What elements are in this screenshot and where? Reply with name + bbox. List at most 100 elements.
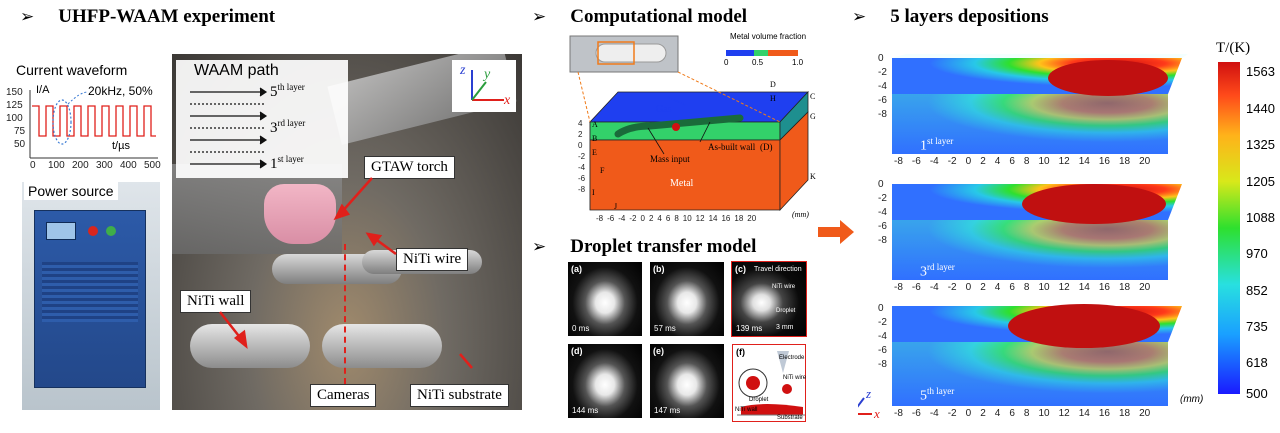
deposition-yticks-1: 0 -2 -4 -6 -8: [878, 53, 887, 120]
heading-droplet-transfer: ➢ Droplet transfer model: [532, 236, 757, 257]
depositions-plot: [892, 54, 1188, 406]
waveform-title: Current waveform: [16, 62, 128, 78]
deposition-axes-triad-icon: y z x: [858, 386, 880, 420]
svg-text:z: z: [459, 63, 466, 78]
depositions-panel: 1st layer 3rd layer 5th layer 0 -2 -4 -6 -8 …: [858, 44, 1208, 428]
waveform-xlabel: t/µs: [112, 140, 130, 152]
corner-label: H: [770, 94, 776, 103]
waveform-plot: 150 125 100 75 50 0 100 200 300 400 500: [6, 87, 161, 171]
heading-uhfp-waam: ➢ UHFP-WAAM experiment: [20, 6, 276, 27]
waam-path-title: WAAM path: [194, 62, 279, 79]
cameras-label: Cameras: [310, 384, 377, 407]
power-source-photo: Power source: [22, 182, 160, 410]
colorbar-tick: 1440: [1246, 101, 1275, 116]
corner-label: E: [592, 148, 597, 157]
deposition-layer-5-label: 5th layer: [920, 386, 955, 404]
computational-legend-tick: 0: [724, 58, 729, 67]
photo-callout-arrows: [219, 177, 473, 369]
deposition-layer-1-label: 1st layer: [920, 136, 954, 154]
waveform-ytick: 50: [14, 139, 26, 150]
deposition-layer-3-label: 3rd layer: [920, 262, 955, 280]
waveform-trace: [32, 105, 156, 137]
power-source-display: [46, 222, 76, 240]
power-source-label: Power source: [24, 182, 118, 200]
colorbar-tick: 1205: [1246, 174, 1275, 189]
corner-label: B: [592, 134, 598, 143]
colorbar-tick: 1088: [1246, 210, 1275, 225]
deposition-yticks-3: 0 -2 -4 -6 -8: [878, 179, 887, 246]
axes-triad-icon: z y x: [452, 60, 516, 112]
waam-path-box: WAAM path 5th layer 3rd layer 1st layer: [176, 60, 348, 178]
experiment-photo: WAAM path 5th layer 3rd layer 1st layer …: [172, 54, 522, 410]
computational-legend-title: Metal volume fraction: [730, 32, 807, 41]
colorbar-tick: 618: [1246, 355, 1268, 370]
deposition-xticks-3: -8 -6 -4 -2 0 2 4 6 8 10 12 14 16 18 20: [894, 282, 1151, 293]
waveform-xtick: 500: [144, 160, 161, 171]
corner-label: A: [592, 120, 598, 129]
colorbar-tick: 852: [1246, 283, 1268, 298]
waam-layer-5: 5th layer: [270, 82, 305, 100]
computational-mass-input-label: Mass input: [650, 154, 690, 164]
waveform-annotation: 20kHz, 50%: [88, 84, 153, 98]
droplet-frame-b: (b) 57 ms: [650, 262, 724, 336]
colorbar-tick: 970: [1246, 246, 1268, 261]
computational-model-panel: Metal volume fraction 0 0.5 1.0 Gas Mass…: [540, 30, 822, 230]
flow-arrow-icon: [818, 220, 854, 244]
waveform-xtick: 400: [120, 160, 137, 171]
corner-label: C: [810, 92, 816, 101]
gtaw-nozzle: [264, 184, 336, 244]
colorbar-tick: 500: [1246, 386, 1268, 401]
niti-wall-label: NiTi wall: [180, 290, 252, 313]
deposition-unit: (mm): [1180, 394, 1204, 405]
waveform-ylabel: I/A: [36, 84, 50, 96]
droplet-frame-a: (a) 0 ms: [568, 262, 642, 336]
computational-d-label: (D): [760, 142, 773, 152]
svg-text:z: z: [865, 386, 871, 401]
heading-5-layers: ➢ 5 layers depositions: [852, 6, 1049, 27]
heading-computational-model: ➢ Computational model: [532, 6, 748, 27]
computational-yticks: 4 2 0 -2 -4 -6 -8: [578, 119, 586, 194]
waam-layer-1: 1st layer: [270, 154, 304, 172]
niti-wall-deposit: [190, 324, 310, 368]
current-waveform-panel: Current waveform I/A 20kHz, 50% t/µs 150…: [4, 62, 164, 182]
colorbar-tick: 1325: [1246, 137, 1275, 152]
corner-label: F: [600, 166, 605, 175]
power-source-vent: [42, 262, 138, 322]
computational-xticks: -8 -6 -4 -2 0 2 4 6 8 10 12 14 16 18 20: [596, 214, 757, 223]
temperature-colorbar: [1218, 62, 1240, 394]
niti-wall-deposit: [322, 324, 442, 368]
svg-text:y: y: [482, 67, 491, 82]
corner-label: G: [810, 112, 816, 121]
heading-uhfp-waam-title: UHFP-WAAM experiment: [58, 6, 276, 27]
power-source-knob: [88, 226, 98, 236]
computational-gas-label: Gas: [656, 104, 672, 115]
waveform-ytick: 100: [6, 113, 23, 124]
power-source-knob: [106, 226, 116, 236]
corner-label: D: [770, 80, 776, 89]
niti-wire-label: NiTi wire: [396, 248, 469, 271]
svg-text:x: x: [503, 93, 511, 108]
waveform-xtick: 100: [48, 160, 65, 171]
deposition-yticks-5: 0 -2 -4 -6 -8: [878, 303, 887, 370]
computational-unit: (mm): [792, 210, 809, 219]
deposition-xticks-1: -8 -6 -4 -2 0 2 4 6 8 10 12 14 16 18 20: [894, 156, 1151, 167]
heading-5-layers-title: 5 layers depositions: [890, 6, 1049, 27]
camera-plane-line: [344, 244, 346, 384]
droplet-frame-d: (d) 144 ms: [568, 344, 642, 418]
colorbar-tick: 1563: [1246, 64, 1275, 79]
corner-label: J: [614, 202, 618, 211]
computational-legend-tick: 1.0: [792, 58, 804, 67]
computational-model-plot: [569, 35, 809, 212]
droplet-frame-e: (e) 147 ms: [650, 344, 724, 418]
waveform-xtick: 0: [30, 160, 36, 171]
colorbar-tick: 735: [1246, 319, 1268, 334]
droplet-frame-f: (f) Electrode Droplet NiTi wire NiTi wal…: [732, 344, 806, 422]
gtaw-torch-label: GTAW torch: [364, 156, 455, 179]
corner-label: K: [810, 172, 816, 181]
heading-computational-model-title: Computational model: [570, 6, 748, 27]
droplet-frame-c: (c) 139 ms Travel direction NiTi wire Dro…: [731, 261, 807, 337]
computational-legend-tick: 0.5: [752, 58, 764, 67]
computational-as-built-label: As-built wall: [708, 142, 756, 152]
waveform-ytick: 75: [14, 126, 26, 137]
computational-metal-label: Metal: [670, 178, 694, 189]
